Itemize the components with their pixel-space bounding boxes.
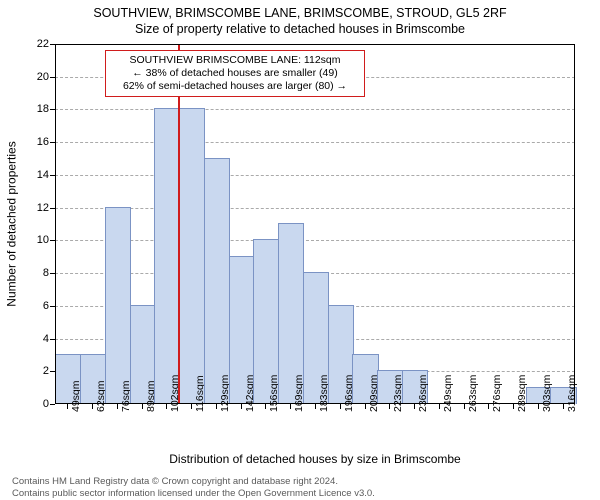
xtick-mark (166, 404, 167, 409)
xtick-mark (464, 404, 465, 409)
ytick-label: 18 (25, 103, 49, 115)
xtick-mark (389, 404, 390, 409)
footer-line-2: Contains public sector information licen… (12, 488, 375, 499)
footer-line-1: Contains HM Land Registry data © Crown c… (12, 476, 338, 487)
xtick-mark (142, 404, 143, 409)
xtick-mark (488, 404, 489, 409)
ytick-label: 16 (25, 136, 49, 148)
xtick-mark (340, 404, 341, 409)
xtick-mark (315, 404, 316, 409)
y-axis-label: Number of detached properties (4, 44, 20, 404)
ytick-label: 2 (25, 365, 49, 377)
ytick-label: 22 (25, 38, 49, 50)
xtick-mark (563, 404, 564, 409)
ytick-mark (50, 404, 55, 405)
xtick-mark (67, 404, 68, 409)
x-axis-label: Distribution of detached houses by size … (55, 452, 575, 466)
xtick-mark (241, 404, 242, 409)
ytick-label: 20 (25, 71, 49, 83)
xtick-mark (439, 404, 440, 409)
plot-border (55, 44, 575, 404)
ytick-label: 0 (25, 398, 49, 410)
ytick-label: 8 (25, 267, 49, 279)
xtick-mark (117, 404, 118, 409)
chart-subtitle: Size of property relative to detached ho… (0, 22, 600, 36)
xtick-mark (216, 404, 217, 409)
ytick-label: 14 (25, 169, 49, 181)
ytick-label: 4 (25, 333, 49, 345)
chart-title-line1: SOUTHVIEW, BRIMSCOMBE LANE, BRIMSCOMBE, … (0, 6, 600, 20)
xtick-mark (513, 404, 514, 409)
xtick-mark (191, 404, 192, 409)
xtick-mark (290, 404, 291, 409)
xtick-mark (414, 404, 415, 409)
ytick-label: 6 (25, 300, 49, 312)
xtick-mark (538, 404, 539, 409)
xtick-mark (265, 404, 266, 409)
ytick-label: 12 (25, 202, 49, 214)
plot-area: 024681012141618202249sqm62sqm76sqm89sqm1… (55, 44, 575, 404)
xtick-mark (365, 404, 366, 409)
ytick-label: 10 (25, 234, 49, 246)
xtick-mark (92, 404, 93, 409)
